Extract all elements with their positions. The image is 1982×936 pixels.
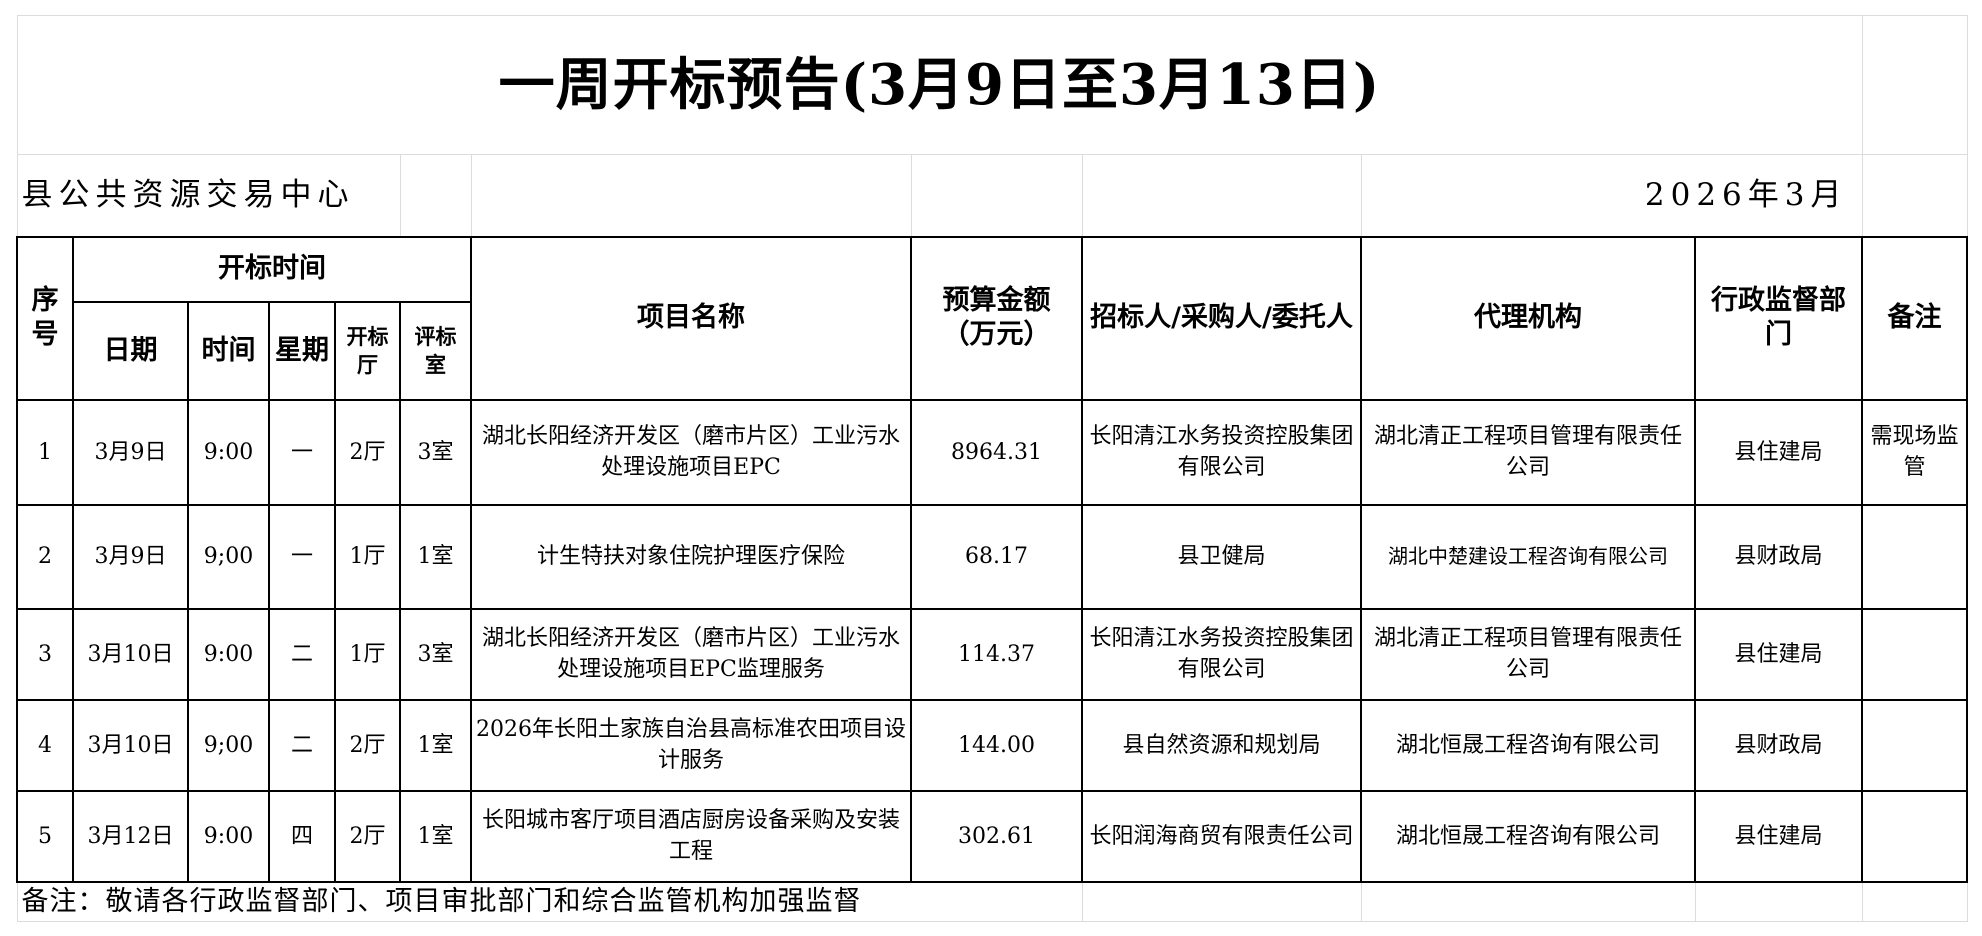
cell-date: 3月10日: [72, 698, 189, 792]
cell-time: 9:00: [187, 607, 270, 701]
empty-cell: [1360, 881, 1696, 922]
cell-room: 3室: [399, 607, 472, 701]
cell-date: 3月9日: [72, 398, 189, 506]
cell-supervisor: 县财政局: [1694, 503, 1863, 610]
empty-cell: [470, 154, 912, 237]
cell-budget: 8964.31: [910, 398, 1083, 506]
cell-date: 3月9日: [72, 503, 189, 610]
cell-time: 9:00: [187, 398, 270, 506]
cell-remark: [1861, 789, 1968, 883]
header-hall: 开标厅: [334, 300, 401, 401]
cell-project: 湖北长阳经济开发区（磨市片区）工业污水处理设施项目EPC监理服务: [470, 607, 912, 701]
header-time: 时间: [187, 300, 270, 401]
cell-budget: 302.61: [910, 789, 1083, 883]
header-project: 项目名称: [470, 235, 912, 401]
cell-seq: 1: [16, 398, 74, 506]
cell-hall: 2厅: [334, 398, 401, 506]
cell-room: 1室: [399, 789, 472, 883]
cell-budget: 144.00: [910, 698, 1083, 792]
cell-time: 9;00: [187, 698, 270, 792]
cell-seq: 4: [16, 698, 74, 792]
cell-supervisor: 县住建局: [1694, 398, 1863, 506]
cell-hall: 2厅: [334, 698, 401, 792]
cell-seq: 3: [16, 607, 74, 701]
table-row: 5 3月12日 9:00 四 2厅 1室 长阳城市客厅项目酒店厨房设备采购及安装…: [16, 789, 1968, 883]
cell-room: 1室: [399, 698, 472, 792]
cell-agency: 湖北恒晟工程咨询有限公司: [1360, 789, 1696, 883]
header-weekday: 星期: [268, 300, 336, 401]
header-bid-time: 开标时间: [72, 235, 472, 303]
cell-weekday: 一: [268, 503, 336, 610]
cell-weekday: 二: [268, 607, 336, 701]
header-supervisor: 行政监督部门: [1694, 235, 1863, 401]
report-date: 2026年3月: [1360, 154, 1863, 237]
cell-project: 2026年长阳土家族自治县高标准农田项目设计服务: [470, 698, 912, 792]
cell-tenderer: 县卫健局: [1081, 503, 1362, 610]
empty-cell: [1081, 154, 1362, 237]
empty-cell: [1861, 881, 1968, 922]
cell-seq: 5: [16, 789, 74, 883]
cell-tenderer: 长阳清江水务投资控股集团有限公司: [1081, 607, 1362, 701]
cell-budget: 68.17: [910, 503, 1083, 610]
cell-hall: 1厅: [334, 503, 401, 610]
table-row: 3 3月10日 9:00 二 1厅 3室 湖北长阳经济开发区（磨市片区）工业污水…: [16, 607, 1968, 701]
cell-agency: 湖北清正工程项目管理有限责任公司: [1360, 398, 1696, 506]
bid-schedule-sheet: 一周开标预告(3月9日至3月13日) 县公共资源交易中心 2026年3月 序号 …: [16, 15, 1968, 922]
header-budget: 预算金额（万元）: [910, 235, 1083, 401]
cell-seq: 2: [16, 503, 74, 610]
cell-tenderer: 长阳润海商贸有限责任公司: [1081, 789, 1362, 883]
header-date: 日期: [72, 300, 189, 401]
empty-cell: [1694, 881, 1863, 922]
cell-remark: 需现场监管: [1861, 398, 1968, 506]
cell-tenderer: 县自然资源和规划局: [1081, 698, 1362, 792]
empty-cell: [399, 154, 472, 237]
cell-remark: [1861, 503, 1968, 610]
table-row: 4 3月10日 9;00 二 2厅 1室 2026年长阳土家族自治县高标准农田项…: [16, 698, 1968, 792]
page-title: 一周开标预告(3月9日至3月13日): [16, 15, 1863, 155]
cell-supervisor: 县财政局: [1694, 698, 1863, 792]
cell-hall: 2厅: [334, 789, 401, 883]
header-tenderer: 招标人/采购人/委托人: [1081, 235, 1362, 401]
cell-date: 3月12日: [72, 789, 189, 883]
cell-remark: [1861, 698, 1968, 792]
empty-cell: [1081, 881, 1362, 922]
organization-name: 县公共资源交易中心: [16, 154, 401, 237]
cell-project: 湖北长阳经济开发区（磨市片区）工业污水处理设施项目EPC: [470, 398, 912, 506]
empty-cell: [1861, 154, 1968, 237]
header-remark: 备注: [1861, 235, 1968, 401]
cell-date: 3月10日: [72, 607, 189, 701]
cell-room: 3室: [399, 398, 472, 506]
cell-agency: 湖北清正工程项目管理有限责任公司: [1360, 607, 1696, 701]
cell-tenderer: 长阳清江水务投资控股集团有限公司: [1081, 398, 1362, 506]
cell-agency: 湖北恒晟工程咨询有限公司: [1360, 698, 1696, 792]
cell-supervisor: 县住建局: [1694, 607, 1863, 701]
cell-supervisor: 县住建局: [1694, 789, 1863, 883]
empty-cell: [1861, 15, 1968, 155]
cell-project: 长阳城市客厅项目酒店厨房设备采购及安装工程: [470, 789, 912, 883]
header-room: 评标室: [399, 300, 472, 401]
table-row: 2 3月9日 9;00 一 1厅 1室 计生特扶对象住院护理医疗保险 68.17…: [16, 503, 1968, 610]
cell-project: 计生特扶对象住院护理医疗保险: [470, 503, 912, 610]
cell-agency: 湖北中楚建设工程咨询有限公司: [1360, 503, 1696, 610]
cell-time: 9;00: [187, 503, 270, 610]
cell-budget: 114.37: [910, 607, 1083, 701]
table-row: 1 3月9日 9:00 一 2厅 3室 湖北长阳经济开发区（磨市片区）工业污水处…: [16, 398, 1968, 506]
header-seq: 序号: [16, 235, 74, 401]
cell-room: 1室: [399, 503, 472, 610]
cell-weekday: 一: [268, 398, 336, 506]
empty-cell: [910, 154, 1083, 237]
footer-note: 备注：敬请各行政监督部门、项目审批部门和综合监管机构加强监督: [16, 881, 1083, 922]
cell-hall: 1厅: [334, 607, 401, 701]
cell-time: 9:00: [187, 789, 270, 883]
header-agency: 代理机构: [1360, 235, 1696, 401]
cell-weekday: 四: [268, 789, 336, 883]
cell-remark: [1861, 607, 1968, 701]
cell-weekday: 二: [268, 698, 336, 792]
